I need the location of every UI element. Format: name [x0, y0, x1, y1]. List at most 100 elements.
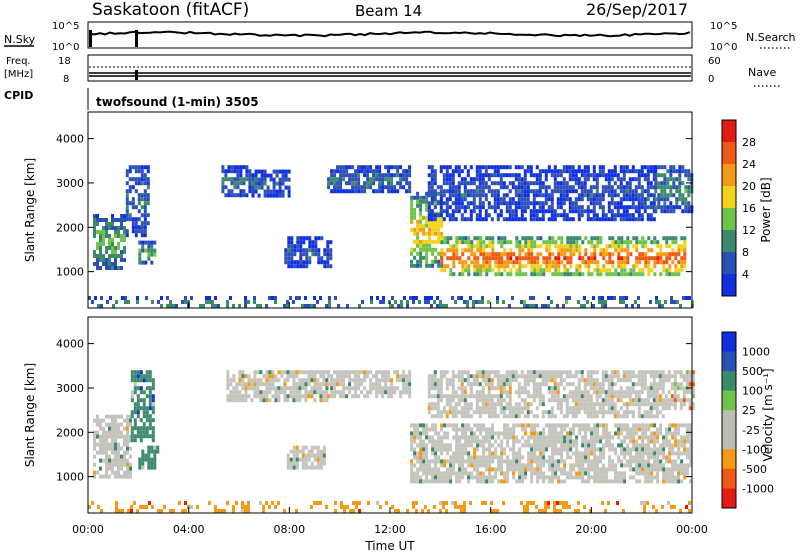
- power-cell: [687, 205, 691, 210]
- power-cell: [387, 177, 391, 182]
- power-cell: [448, 189, 452, 194]
- power-cell: [181, 300, 184, 304]
- velocity-cell: [316, 390, 320, 395]
- velocity-cell: [405, 382, 409, 387]
- velocity-cell: [554, 439, 558, 444]
- velocity-cell: [142, 410, 146, 415]
- velocity-cell: [550, 414, 554, 419]
- power-cell: [638, 260, 642, 265]
- velocity-cell: [448, 410, 452, 415]
- velocity-cell: [632, 455, 636, 460]
- power-cell: [572, 248, 576, 253]
- power-cell: [493, 173, 497, 178]
- power-cell: [281, 173, 285, 178]
- velocity-cell: [682, 390, 686, 395]
- power-cell: [369, 177, 373, 182]
- power-cell: [333, 189, 337, 194]
- velocity-cell: [572, 431, 576, 436]
- power-cell: [478, 205, 482, 210]
- velocity-cell: [416, 455, 420, 460]
- power-cell: [529, 189, 533, 194]
- velocity-cell: [422, 423, 426, 428]
- velocity-cell: [644, 471, 648, 476]
- power-cell: [628, 189, 632, 194]
- velocity-cell: [129, 466, 132, 471]
- velocity-cell: [330, 390, 334, 395]
- power-cell: [526, 197, 530, 202]
- power-cell: [623, 256, 627, 261]
- power-cell: [131, 197, 135, 202]
- power-cell: [512, 252, 516, 257]
- velocity-cell: [145, 374, 149, 379]
- velocity-cell: [419, 443, 423, 448]
- power-cell: [631, 177, 635, 182]
- velocity-cell: [286, 374, 290, 379]
- power-cell: [313, 296, 316, 300]
- velocity-cell: [688, 374, 692, 379]
- velocity-cell: [434, 467, 438, 472]
- power-cell: [687, 201, 691, 206]
- power-cell: [473, 268, 477, 273]
- power-cell: [105, 234, 108, 238]
- velocity-cell: [419, 435, 423, 440]
- power-cell: [569, 252, 573, 257]
- power-cell: [521, 272, 525, 277]
- power-cell: [623, 268, 627, 273]
- power-cell: [445, 201, 449, 206]
- power-cell: [476, 248, 480, 253]
- power-cell: [646, 177, 650, 182]
- power-cell: [134, 225, 138, 230]
- velocity-cell: [602, 475, 606, 480]
- velocity-cell: [586, 394, 590, 399]
- velocity-cell: [566, 451, 570, 456]
- velocity-cell: [493, 386, 497, 391]
- velocity-cell: [304, 390, 308, 395]
- power-cell: [449, 268, 453, 273]
- power-cell: [458, 240, 462, 245]
- velocity-cell: [253, 378, 257, 383]
- velocity-cell: [598, 402, 602, 407]
- power-cell: [551, 236, 555, 241]
- velocity-cell: [500, 447, 504, 452]
- velocity-cell: [568, 390, 572, 395]
- velocity-cell: [301, 370, 305, 375]
- power-cell: [607, 177, 611, 182]
- velocity-cell: [640, 382, 644, 387]
- power-cell: [254, 189, 258, 194]
- power-cell: [599, 252, 603, 257]
- velocity-cell: [568, 374, 572, 379]
- power-cell: [557, 244, 561, 249]
- velocity-cell: [151, 398, 155, 403]
- velocity-cell: [378, 370, 382, 375]
- velocity-cell: [668, 431, 672, 436]
- power-cell: [620, 272, 624, 277]
- power-cell: [451, 177, 455, 182]
- power-cell: [577, 165, 581, 170]
- power-cell: [509, 272, 513, 277]
- power-cell: [245, 173, 249, 178]
- velocity-cell: [464, 459, 468, 464]
- power-cell: [96, 254, 99, 258]
- power-cell: [563, 268, 567, 273]
- velocity-cell: [494, 431, 498, 436]
- velocity-cell: [304, 398, 308, 403]
- velocity-cell: [436, 378, 440, 383]
- velocity-cell: [147, 457, 151, 462]
- power-cell: [660, 165, 664, 170]
- velocity-cell: [466, 414, 470, 419]
- power-cell: [120, 238, 123, 242]
- velocity-cell: [526, 402, 530, 407]
- velocity-cell: [416, 435, 420, 440]
- velocity-cell: [496, 398, 500, 403]
- velocity-cell: [523, 386, 527, 391]
- velocity-cell: [268, 382, 272, 387]
- power-cell: [460, 205, 464, 210]
- velocity-cell: [226, 378, 230, 383]
- velocity-cell: [129, 418, 132, 423]
- power-cell: [351, 189, 355, 194]
- velocity-cell: [108, 474, 111, 479]
- velocity-cell: [99, 426, 102, 431]
- velocity-cell: [121, 509, 124, 513]
- power-cell: [497, 260, 501, 265]
- power-cell: [557, 268, 561, 273]
